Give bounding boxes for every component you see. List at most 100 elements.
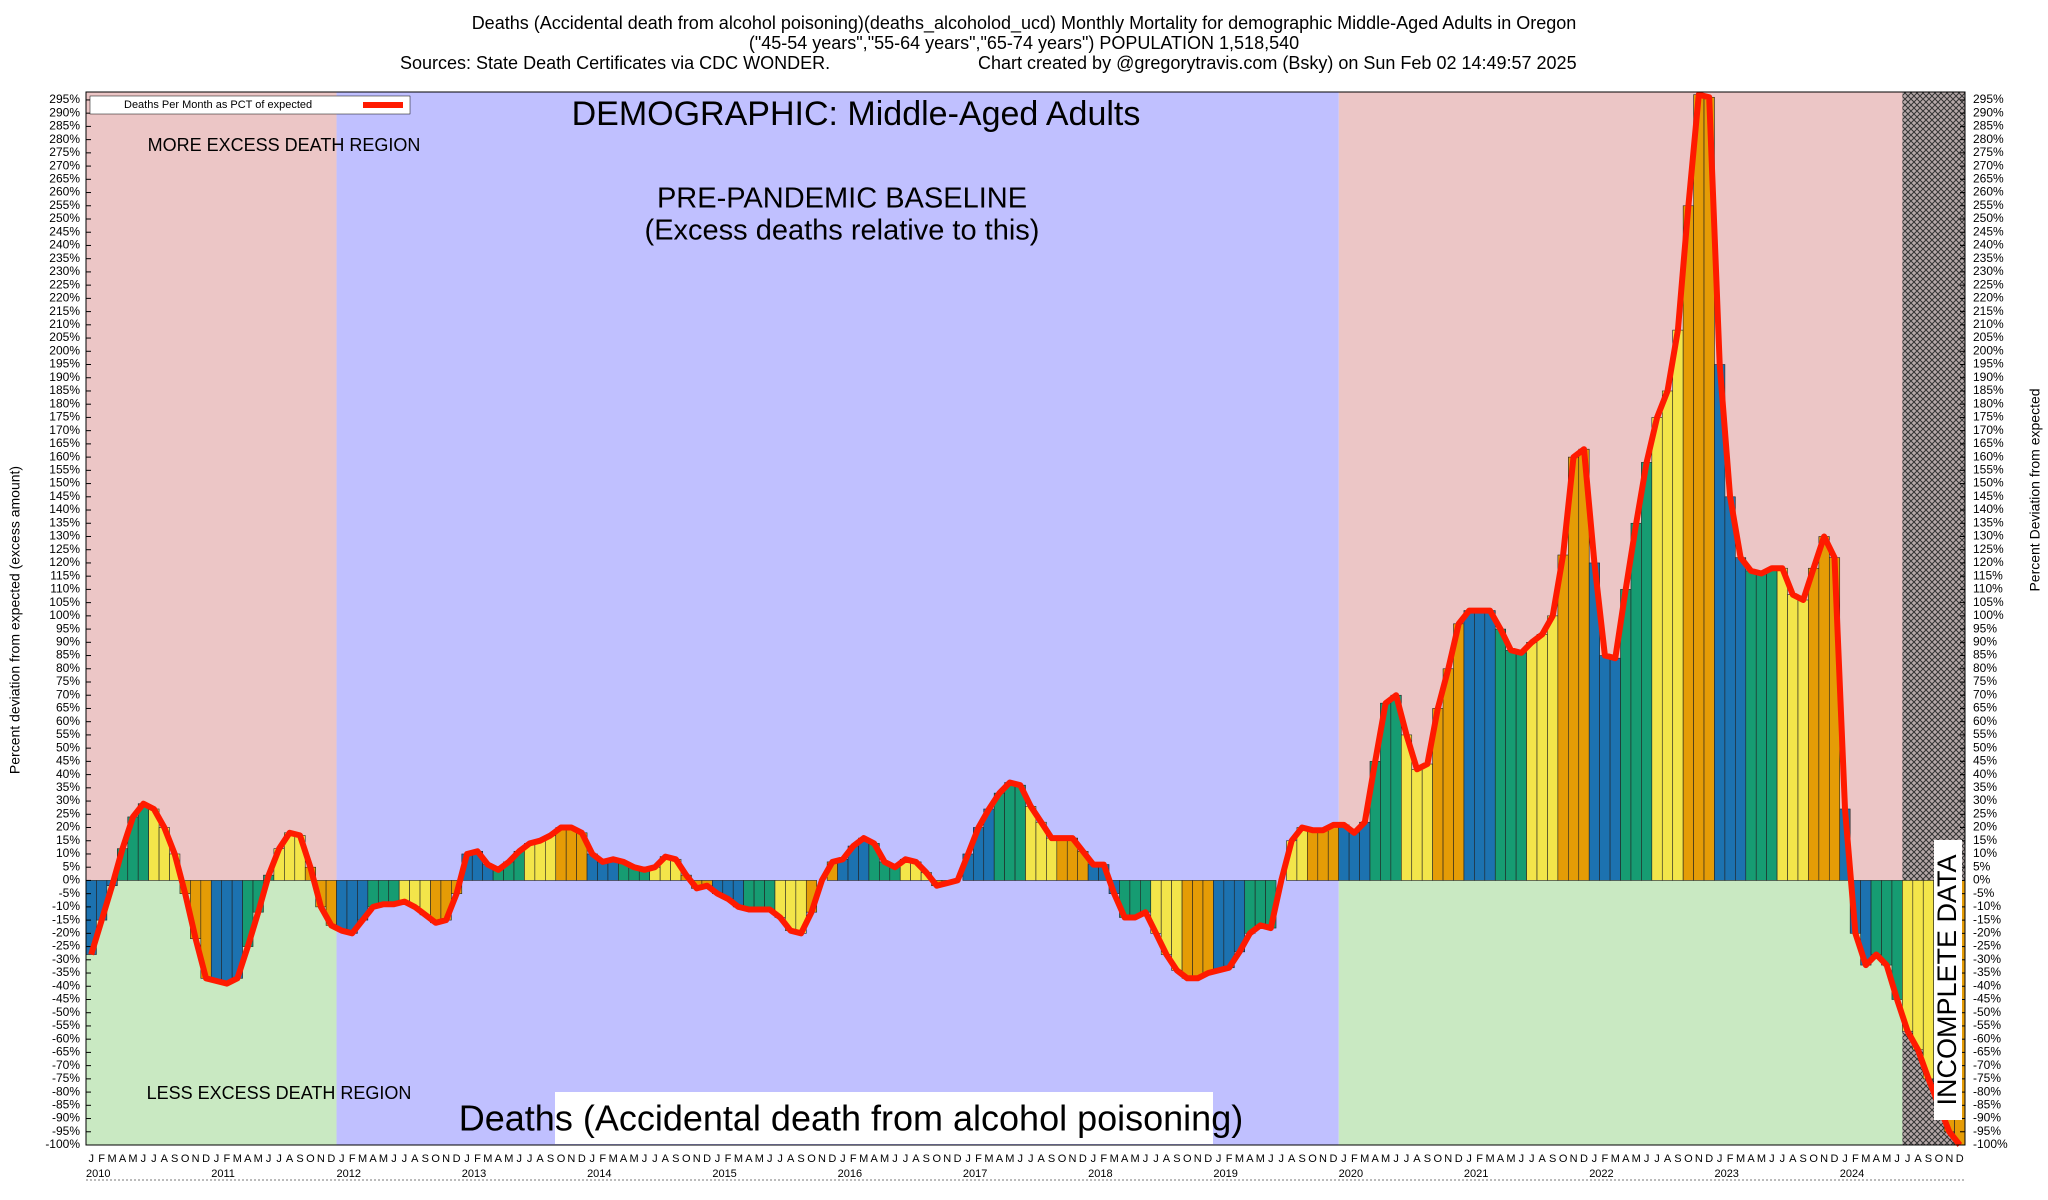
x-tick-label: M bbox=[1736, 1153, 1745, 1165]
x-tick-label: J bbox=[1279, 1153, 1285, 1165]
bar bbox=[1317, 829, 1329, 881]
x-tick-label: O bbox=[1434, 1153, 1443, 1165]
x-tick-label: F bbox=[850, 1153, 857, 1165]
y2-tick-label: -30% bbox=[1973, 952, 2001, 966]
bar bbox=[1171, 880, 1183, 971]
legend-box bbox=[89, 95, 411, 115]
y-tick-label: 185% bbox=[49, 383, 80, 397]
x-tick-label: N bbox=[1695, 1153, 1703, 1165]
credit: Chart created by @gregorytravis.com (Bsk… bbox=[978, 53, 1577, 73]
x-tick-label: O bbox=[306, 1153, 315, 1165]
bar bbox=[1181, 880, 1193, 979]
bar bbox=[1025, 806, 1037, 881]
y-tick-label: 165% bbox=[49, 436, 80, 450]
x-tick-label: A bbox=[745, 1153, 753, 1165]
x-tick-label: M bbox=[859, 1153, 868, 1165]
bar bbox=[1254, 880, 1266, 926]
y-tick-label: -5% bbox=[59, 886, 81, 900]
y2-tick-label: -55% bbox=[1973, 1018, 2001, 1032]
y2-tick-label: 90% bbox=[1973, 634, 1997, 648]
y-tick-label: 0% bbox=[63, 873, 81, 887]
y-tick-label: 275% bbox=[49, 145, 80, 159]
bar bbox=[1766, 567, 1778, 881]
y2-tick-label: 45% bbox=[1973, 754, 1997, 768]
x-tick-label: J bbox=[1717, 1153, 1723, 1165]
y2-tick-label: -10% bbox=[1973, 899, 2001, 913]
y2-tick-label: -70% bbox=[1973, 1058, 2001, 1072]
x-tick-label: J bbox=[840, 1153, 846, 1165]
y2-tick-label: 250% bbox=[1973, 211, 2004, 225]
y-tick-label: 180% bbox=[49, 396, 80, 410]
x-tick-label: J bbox=[1341, 1153, 1347, 1165]
y-tick-label: -10% bbox=[52, 899, 80, 913]
x-tick-label: O bbox=[1308, 1153, 1317, 1165]
bar bbox=[1808, 567, 1820, 881]
x-tick-label: A bbox=[411, 1153, 419, 1165]
y2-tick-label: 20% bbox=[1973, 820, 1997, 834]
x-tick-label: J bbox=[1153, 1153, 1159, 1165]
bar bbox=[764, 880, 776, 910]
y2-tick-label: 25% bbox=[1973, 806, 1997, 820]
x-tick-label: M bbox=[1005, 1153, 1014, 1165]
bar bbox=[377, 880, 390, 905]
y2-tick-label: -60% bbox=[1973, 1031, 2001, 1045]
x-tick-label: F bbox=[1476, 1153, 1483, 1165]
y-tick-label: 215% bbox=[49, 304, 80, 318]
y-tick-label: 75% bbox=[56, 674, 80, 688]
y-tick-label: 10% bbox=[56, 846, 80, 860]
y2-tick-label: -80% bbox=[1973, 1084, 2001, 1098]
y2-tick-label: -100% bbox=[1973, 1137, 2008, 1151]
bar bbox=[1494, 628, 1506, 881]
x-tick-label: A bbox=[286, 1153, 294, 1165]
x-tick-label: A bbox=[244, 1153, 252, 1165]
y2-tick-label: 150% bbox=[1973, 476, 2004, 490]
y-tick-label: -60% bbox=[52, 1031, 80, 1045]
y2-tick-label: 205% bbox=[1973, 330, 2004, 344]
x-tick-label: M bbox=[1861, 1153, 1870, 1165]
y-tick-label: 190% bbox=[49, 370, 80, 384]
y-tick-label: 25% bbox=[56, 806, 80, 820]
y-tick-label: 155% bbox=[49, 463, 80, 477]
bar bbox=[1672, 329, 1684, 881]
x-tick-label: J bbox=[715, 1153, 721, 1165]
x-tick-label: M bbox=[1381, 1153, 1390, 1165]
y-tick-label: 100% bbox=[49, 608, 80, 622]
x-tick-label: O bbox=[181, 1153, 190, 1165]
x-tick-label: M bbox=[1256, 1153, 1265, 1165]
y-tick-label: -45% bbox=[52, 992, 80, 1006]
x-tick-label: A bbox=[1873, 1153, 1881, 1165]
y2-axis-label: Percent Deviation from expected bbox=[2027, 388, 2043, 591]
x-tick-label: D bbox=[1455, 1153, 1463, 1165]
x-tick-label: M bbox=[379, 1153, 388, 1165]
x-tick-label: N bbox=[1319, 1153, 1327, 1165]
x-tick-label: J bbox=[1905, 1153, 1911, 1165]
x-tick-label: O bbox=[682, 1153, 691, 1165]
x-tick-label: F bbox=[725, 1153, 732, 1165]
y2-tick-label: 195% bbox=[1973, 357, 2004, 371]
x-tick-label: S bbox=[1173, 1153, 1180, 1165]
x-tick-label: A bbox=[1037, 1153, 1045, 1165]
y-tick-label: 265% bbox=[49, 171, 80, 185]
x-tick-label: J bbox=[642, 1153, 648, 1165]
x-tick-label: M bbox=[609, 1153, 618, 1165]
x-tick-label: O bbox=[807, 1153, 816, 1165]
x-tick-label: J bbox=[1654, 1153, 1660, 1165]
x-tick-label: J bbox=[1143, 1153, 1149, 1165]
bar bbox=[1213, 880, 1225, 971]
bar bbox=[545, 835, 557, 881]
x-tick-label: D bbox=[202, 1153, 210, 1165]
x-tick-label: M bbox=[1235, 1153, 1244, 1165]
y2-tick-label: -95% bbox=[1973, 1124, 2001, 1138]
bar bbox=[1745, 570, 1757, 881]
y2-tick-label: 230% bbox=[1973, 264, 2004, 278]
y-tick-label: -95% bbox=[52, 1124, 80, 1138]
x-tick-label: M bbox=[1632, 1153, 1641, 1165]
y-tick-label: 95% bbox=[56, 621, 80, 635]
x-tick-label: M bbox=[254, 1153, 263, 1165]
y-tick-label: 240% bbox=[49, 238, 80, 252]
incomplete-label: INCOMPLETE DATA bbox=[1932, 854, 1962, 1105]
y2-tick-label: 80% bbox=[1973, 661, 1997, 675]
x-tick-label: F bbox=[1100, 1153, 1107, 1165]
y2-tick-label: 170% bbox=[1973, 423, 2004, 437]
y2-tick-label: 10% bbox=[1973, 846, 1997, 860]
